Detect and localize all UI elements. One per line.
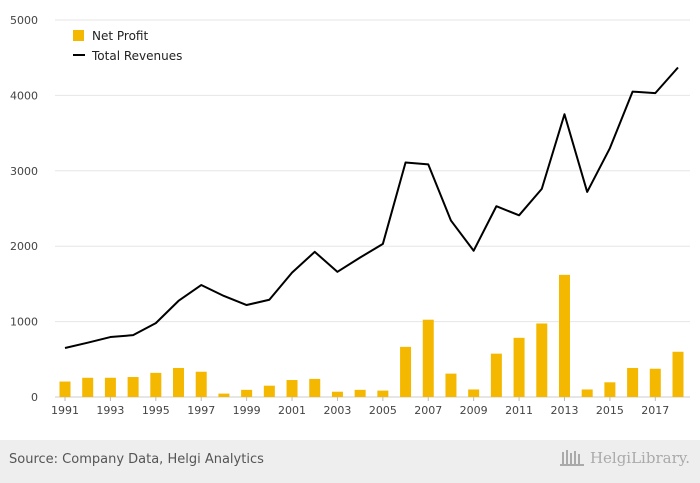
- net-profit-bar: [127, 377, 139, 397]
- legend: Net Profit Total Revenues: [73, 29, 182, 63]
- total-revenues-line-group: [64, 66, 679, 349]
- net-profit-bar: [218, 393, 230, 397]
- x-tick-label: 2005: [369, 404, 397, 417]
- net-profit-bar: [331, 391, 343, 397]
- x-tick-label: 2001: [278, 404, 306, 417]
- net-profit-bar: [445, 373, 457, 397]
- net-profit-bar: [104, 377, 116, 397]
- net-profit-bar: [377, 390, 389, 397]
- net-profit-bar: [263, 385, 275, 397]
- x-tick-label: 2011: [505, 404, 533, 417]
- brand-logo: HelgiLibrary.: [559, 449, 690, 467]
- net-profit-bar: [672, 351, 684, 397]
- x-tick-label: 1993: [96, 404, 124, 417]
- net-profit-bar: [468, 389, 480, 397]
- y-tick-label: 1000: [10, 316, 38, 329]
- net-profit-bar: [581, 389, 593, 397]
- y-tick-label: 4000: [10, 89, 38, 102]
- y-tick-label: 3000: [10, 165, 38, 178]
- net-profit-bar: [558, 274, 570, 397]
- net-profit-bar: [490, 353, 502, 397]
- x-tick-label: 1999: [233, 404, 261, 417]
- net-profit-bar: [649, 368, 661, 397]
- x-tick-label: 1997: [187, 404, 215, 417]
- x-tick-label: 1991: [51, 404, 79, 417]
- net-profit-bar: [150, 372, 162, 397]
- footer: Source: Company Data, Helgi Analytics He…: [0, 440, 700, 483]
- net-profit-bar: [241, 389, 253, 397]
- net-profit-bar: [354, 389, 366, 397]
- y-tick-label: 0: [31, 391, 38, 404]
- net-profit-bar: [513, 337, 525, 397]
- x-tick-label: 2003: [323, 404, 351, 417]
- x-tick-label: 2017: [641, 404, 669, 417]
- x-tick-label: 2015: [596, 404, 624, 417]
- net-profit-bar: [536, 323, 548, 397]
- net-profit-bars: [59, 274, 684, 397]
- net-profit-bar: [82, 377, 94, 397]
- brand-name: HelgiLibrary.: [589, 449, 690, 467]
- legend-total-revenues-label: Total Revenues: [91, 49, 182, 63]
- net-profit-bar: [286, 380, 298, 397]
- legend-net-profit-swatch: [73, 30, 84, 41]
- y-tick-label: 5000: [10, 14, 38, 27]
- source-note: Source: Company Data, Helgi Analytics: [9, 452, 264, 467]
- y-tick-label: 2000: [10, 240, 38, 253]
- library-building-icon: [559, 450, 584, 466]
- net-profit-bar: [195, 371, 207, 397]
- net-profit-bar: [422, 319, 434, 397]
- net-profit-bar: [173, 367, 185, 397]
- x-tick-label: 2009: [460, 404, 488, 417]
- x-tick-label: 2007: [414, 404, 442, 417]
- net-profit-bar: [400, 346, 412, 397]
- chart: 0 1000 2000 3000 4000 5000 1991 1993 1995 1997 199…: [10, 14, 690, 417]
- x-tick-label: 2013: [550, 404, 578, 417]
- legend-net-profit-label: Net Profit: [92, 29, 148, 43]
- axes: 0 1000 2000 3000 4000 5000 1991 1993 1995 1997 199…: [10, 14, 669, 417]
- grid: [55, 19, 690, 398]
- net-profit-bar: [604, 382, 616, 397]
- net-profit-bar: [627, 367, 639, 397]
- x-tick-label: 1995: [142, 404, 170, 417]
- net-profit-bar: [59, 381, 71, 397]
- net-profit-bar: [309, 378, 321, 397]
- total-revenues-line: [64, 66, 679, 349]
